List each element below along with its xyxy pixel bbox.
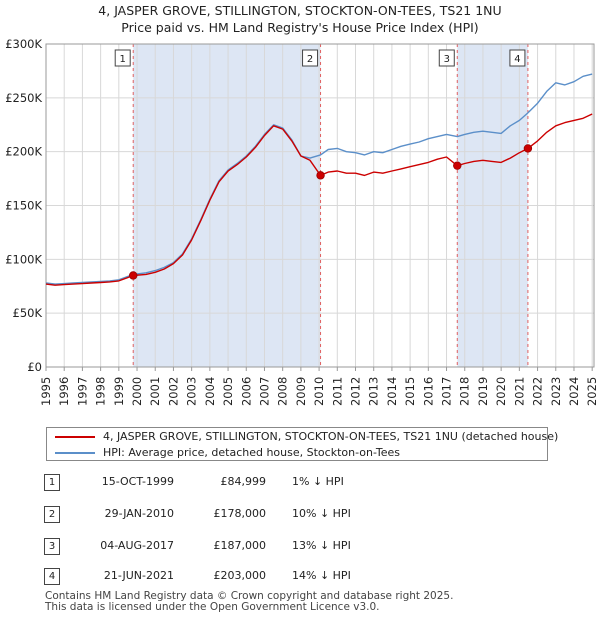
sale-hpi-diff: 14% ↓ HPI <box>292 569 351 582</box>
y-tick-label: £0 <box>27 360 42 374</box>
x-tick-label: 2021 <box>512 377 526 406</box>
x-tick-label: 2008 <box>276 377 290 406</box>
sale-marker-label: 1 <box>114 49 131 67</box>
x-tick-label: 2011 <box>330 377 344 406</box>
x-tick-label: 2024 <box>567 377 581 406</box>
sale-date: 04-AUG-2017 <box>100 539 174 552</box>
sale-number-badge: 3 <box>44 538 60 555</box>
sale-marker-box <box>509 49 526 67</box>
sale-price: £187,000 <box>213 539 267 552</box>
y-tick-label: £50K <box>13 306 43 320</box>
sale-price: £178,000 <box>213 507 267 520</box>
y-tick-label: £100K <box>5 252 42 266</box>
x-tick-label: 1995 <box>39 377 53 406</box>
sale-marker-number: 3 <box>444 54 450 65</box>
x-tick-label: 2023 <box>549 377 563 406</box>
x-tick-label: 2001 <box>148 377 162 406</box>
plot-frame <box>45 43 595 368</box>
sale-marker-label: 3 <box>438 49 455 67</box>
sale-row: 3 04-AUG-2017 £187,000 13% ↓ HPI <box>44 538 444 558</box>
sale-date: 15-OCT-1999 <box>101 475 174 488</box>
title-line-2: Price paid vs. HM Land Registry's House … <box>121 20 479 35</box>
price-chart: 1 2 3 4 £0 £50K £100K £150K £200K £250K £300K 1995 1… <box>5 37 599 406</box>
sale-date: 29-JAN-2010 <box>104 507 174 520</box>
x-tick-label: 2025 <box>585 377 599 406</box>
x-tick-label: 2006 <box>239 377 253 406</box>
sale-price: £203,000 <box>213 569 267 582</box>
legend-swatch-hpi <box>55 452 95 454</box>
y-tick-label: £150K <box>5 199 42 213</box>
x-tick-label: 2004 <box>203 377 217 406</box>
sale-marker-number: 2 <box>307 54 313 65</box>
sale-number-badge: 1 <box>44 474 60 491</box>
legend-swatch-property <box>55 436 95 438</box>
sale-point <box>316 171 325 180</box>
x-tick-label: 2005 <box>221 377 235 406</box>
x-tick-label: 1998 <box>94 377 108 406</box>
chart-title: 4, JASPER GROVE, STILLINGTON, STOCKTON-O… <box>0 2 600 36</box>
sale-hpi-diff: 13% ↓ HPI <box>292 539 351 552</box>
sale-number-badge: 2 <box>44 506 60 523</box>
sale-point <box>523 144 533 153</box>
x-tick-label: 1996 <box>57 377 71 406</box>
legend: 4, JASPER GROVE, STILLINGTON, STOCKTON-O… <box>46 427 558 461</box>
x-tick-label: 2009 <box>294 377 308 406</box>
footer: Contains HM Land Registry data © Crown c… <box>45 591 453 613</box>
x-tick-label: 2017 <box>440 377 454 406</box>
y-tick-label: £300K <box>5 37 42 51</box>
x-tick-label: 2013 <box>367 377 381 406</box>
x-tick-label: 1999 <box>112 377 126 406</box>
y-tick-label: £250K <box>5 91 42 105</box>
x-tick-label: 2020 <box>494 377 508 406</box>
sale-marker-number: 1 <box>120 54 126 65</box>
sale-marker-label: 4 <box>509 49 526 67</box>
x-tick-label: 2002 <box>166 377 180 406</box>
x-tick-label: 2010 <box>312 377 326 406</box>
sale-marker-label: 2 <box>302 49 319 67</box>
x-tick-label: 2022 <box>531 377 545 406</box>
sale-hpi-diff: 10% ↓ HPI <box>292 507 351 520</box>
x-tick-label: 2019 <box>476 377 490 406</box>
x-tick-label: 2000 <box>130 377 144 406</box>
sale-hpi-diff: 1% ↓ HPI <box>292 475 344 488</box>
sale-row: 1 15-OCT-1999 £84,999 1% ↓ HPI <box>44 474 444 494</box>
sale-number-badge: 4 <box>44 568 60 585</box>
legend-label-property: 4, JASPER GROVE, STILLINGTON, STOCKTON-O… <box>103 430 559 443</box>
series-line-hpi <box>45 73 593 285</box>
x-tick-label: 1997 <box>75 377 89 406</box>
x-tick-label: 2015 <box>403 377 417 406</box>
x-tick-label: 2007 <box>257 377 271 406</box>
sale-marker-box <box>438 49 455 67</box>
sale-marker-box <box>302 49 319 67</box>
x-tick-label: 2016 <box>421 377 435 406</box>
sale-marker-number: 4 <box>514 54 520 65</box>
title-line-1: 4, JASPER GROVE, STILLINGTON, STOCKTON-O… <box>98 3 502 18</box>
x-tick-label: 2014 <box>385 377 399 406</box>
sale-price: £84,999 <box>220 475 267 488</box>
footer-line-1: Contains HM Land Registry data © Crown c… <box>45 590 454 602</box>
sale-row: 4 21-JUN-2021 £203,000 14% ↓ HPI <box>44 568 444 588</box>
sale-row: 2 29-JAN-2010 £178,000 10% ↓ HPI <box>44 506 444 526</box>
y-tick-label: £200K <box>5 145 42 159</box>
legend-label-hpi: HPI: Average price, detached house, Stoc… <box>103 446 401 459</box>
sale-marker-box <box>114 49 131 67</box>
x-tick-label: 2018 <box>458 377 472 406</box>
sale-point <box>453 161 462 170</box>
sale-date: 21-JUN-2021 <box>103 569 174 582</box>
sale-point <box>129 271 138 280</box>
footer-line-2: This data is licensed under the Open Gov… <box>45 601 380 613</box>
x-tick-label: 2012 <box>349 377 363 406</box>
x-tick-label: 2003 <box>185 377 199 406</box>
